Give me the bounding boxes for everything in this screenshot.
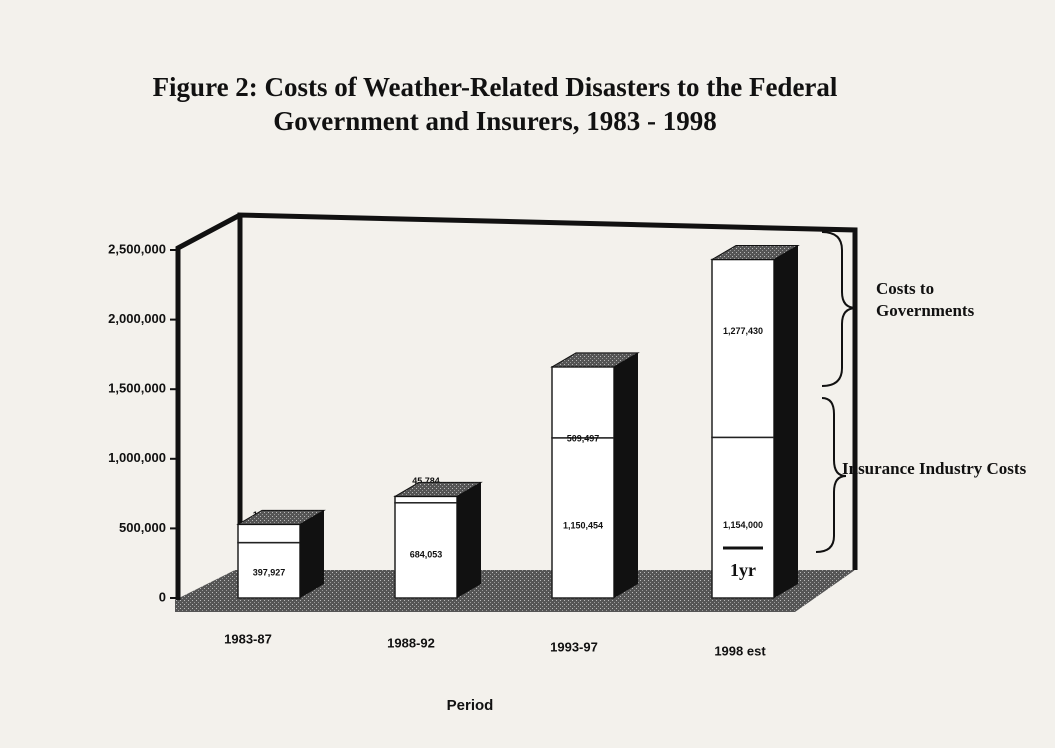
x-tick-label: 1983-87 <box>224 631 272 646</box>
value-label: 684,053 <box>410 550 443 560</box>
bar-segment <box>237 541 301 599</box>
value-label: 397,927 <box>253 567 286 577</box>
chart-title: Figure 2: Costs of Weather-Related Disas… <box>152 72 838 136</box>
x-axis-label: Period <box>447 697 494 714</box>
x-tick-label: 1993-97 <box>550 639 598 654</box>
bar-top <box>550 352 640 368</box>
brace-label: Insurance Industry Costs <box>842 459 1027 478</box>
y-tick-label: 500,000 <box>119 520 166 535</box>
y-tick-label: 2,000,000 <box>108 311 166 326</box>
bar-segment <box>551 366 615 439</box>
value-label: 1,150,454 <box>563 520 603 530</box>
bar-top <box>393 481 483 497</box>
side-wall <box>175 212 242 600</box>
back-wall <box>237 212 858 570</box>
y-tick-label: 2,500,000 <box>108 241 166 256</box>
x-tick-label: 1988-92 <box>387 635 435 650</box>
y-tick-label: 1,000,000 <box>108 450 166 465</box>
annotation: 1yr <box>730 560 756 580</box>
bar-side <box>300 510 324 598</box>
value-label: 1,277,430 <box>723 326 763 336</box>
bar-segment <box>394 502 458 599</box>
bar-segment <box>711 258 775 439</box>
bar-side <box>614 352 638 598</box>
bar-top <box>710 245 800 261</box>
value-label: 509,497 <box>567 433 600 443</box>
bar-segment <box>237 523 301 544</box>
bar-segment <box>711 436 775 599</box>
bar-segment <box>551 437 615 599</box>
floor <box>175 570 855 612</box>
brace <box>815 397 847 553</box>
brace <box>821 231 857 387</box>
value-label: 45,784 <box>412 476 440 486</box>
value-label: 1,154,000 <box>723 520 763 530</box>
bar-top <box>236 509 326 525</box>
bar-side <box>457 482 481 598</box>
bar-segment <box>394 495 458 504</box>
brace-label: Costs to Governments <box>876 279 975 320</box>
y-tick-label: 1,500,000 <box>108 381 166 396</box>
y-tick-label: 0 <box>159 589 166 604</box>
bar-side <box>774 245 798 599</box>
x-tick-label: 1998 est <box>714 643 766 658</box>
